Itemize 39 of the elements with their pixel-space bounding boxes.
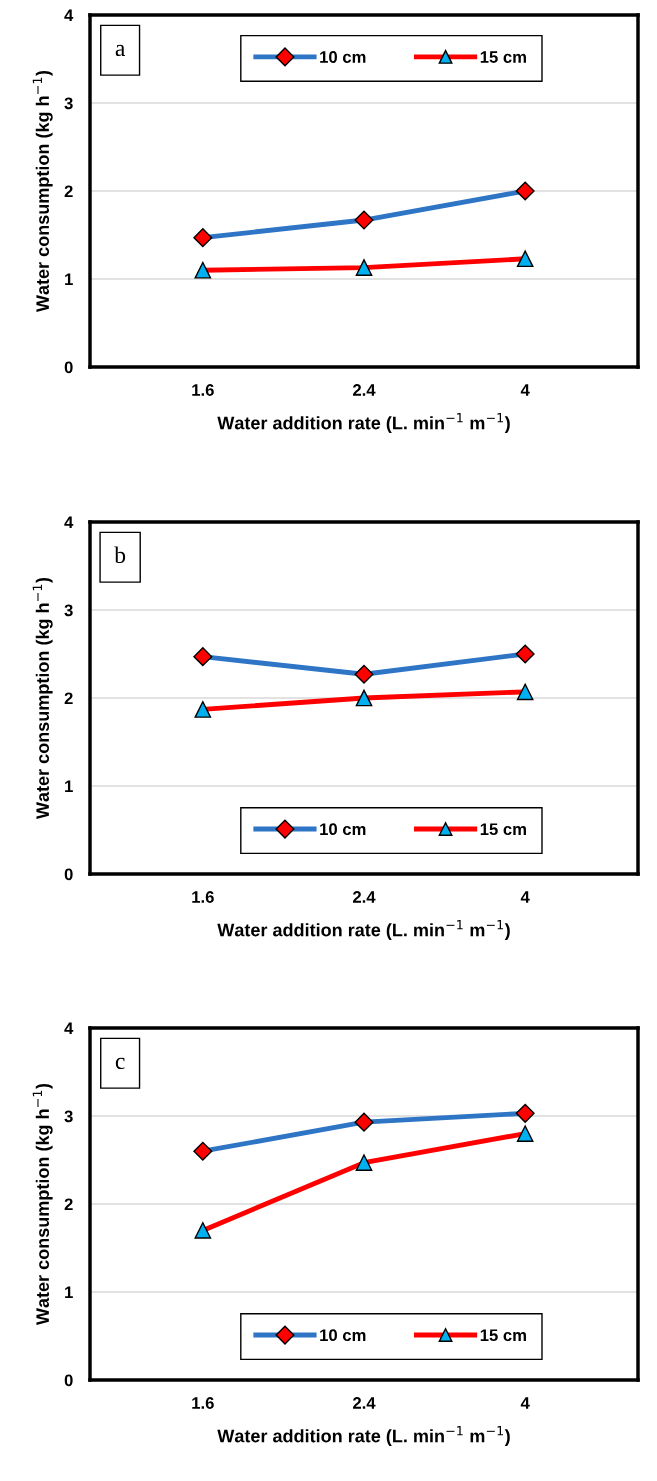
y-tick-label: 3	[64, 97, 73, 110]
x-tick-label: 1.6	[192, 891, 214, 903]
y-tick-label: 0	[64, 1374, 73, 1387]
y-tick-label: 4	[64, 516, 74, 529]
y-tick-label: 4	[64, 9, 74, 22]
x-tick-label: 1.6	[192, 384, 214, 396]
y-tick-label: 0	[64, 361, 73, 374]
legend-label: 10 cm	[320, 51, 366, 63]
y-axis-title: Water consumption (kg h$^{−1}$)	[32, 1083, 53, 1326]
y-axis-title: Water consumption (kg h$^{−1}$)	[32, 70, 53, 313]
x-tick-label: 2.4	[352, 891, 376, 903]
x-axis-title: Water addition rate (L. min$^{−1}$ m$^{−1}$)	[217, 920, 510, 940]
legend-label: 15 cm	[480, 823, 526, 836]
legend-label: 15 cm	[480, 1329, 526, 1342]
legend-label: 10 cm	[320, 823, 366, 836]
y-tick-label: 3	[64, 604, 73, 617]
y-tick-label: 1	[65, 1286, 73, 1299]
x-axis-title: Water addition rate (L. min$^{−1}$ m$^{−1}$)	[217, 1426, 510, 1446]
y-axis-title: Water consumption (kg h$^{−1}$)	[32, 577, 53, 820]
x-tick-label: 2.4	[352, 384, 376, 396]
y-tick-label: 1	[65, 273, 73, 286]
x-tick-label: 4	[520, 384, 530, 396]
annotation: a	[115, 44, 126, 57]
annotation: c	[115, 1057, 125, 1070]
y-tick-label: 1	[65, 780, 73, 793]
legend-label: 10 cm	[320, 1329, 366, 1342]
y-tick-label: 3	[64, 1110, 73, 1123]
y-tick-label: 2	[64, 1198, 73, 1211]
y-tick-label: 0	[64, 868, 73, 881]
y-tick-label: 2	[64, 185, 73, 198]
x-axis-title: Water addition rate (L. min$^{−1}$ m$^{−1}$)	[217, 413, 510, 433]
y-tick-label: 4	[64, 1022, 74, 1035]
x-tick-label: 2.4	[352, 1397, 376, 1409]
annotation: b	[114, 546, 126, 564]
legend-label: 15 cm	[480, 51, 526, 63]
x-tick-label: 1.6	[192, 1397, 214, 1409]
x-tick-label: 4	[520, 891, 530, 903]
y-tick-label: 2	[64, 692, 73, 705]
x-tick-label: 4	[520, 1397, 530, 1409]
